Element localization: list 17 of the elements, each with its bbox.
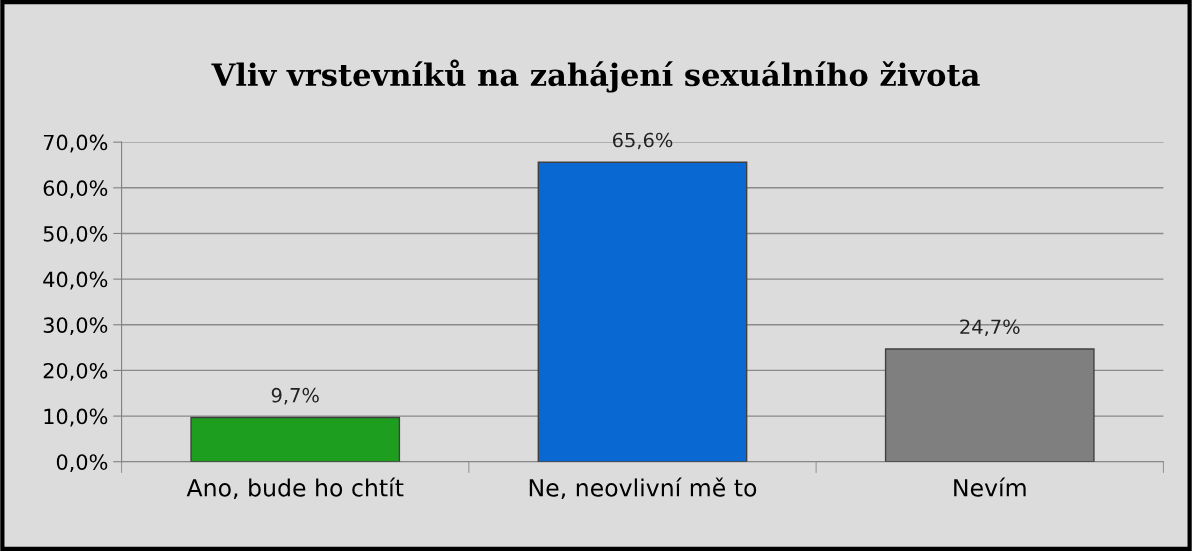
x-tick-label: Ne, neovlivní mě to: [529, 477, 757, 500]
y-tick-label: 0,0%: [56, 454, 108, 473]
y-tick-label: 40,0%: [43, 271, 108, 290]
y-tick-label: 30,0%: [43, 317, 108, 336]
y-tick-label: 60,0%: [43, 180, 108, 199]
data-label: 9,7%: [271, 387, 319, 405]
data-label: 24,7%: [960, 319, 1020, 337]
y-tick-label: 70,0%: [43, 134, 108, 153]
bar: [190, 416, 401, 462]
bar: [537, 161, 748, 462]
y-tick-label: 20,0%: [43, 362, 108, 381]
y-tick-label: 10,0%: [44, 408, 108, 427]
data-label: 65,6%: [612, 132, 673, 150]
y-tick-label: 50,0%: [43, 225, 108, 244]
chart-title: Vliv vrstevníků na zahájení sexuálního života: [211, 59, 980, 93]
x-tick-label: Ano, bude ho chtít: [186, 477, 404, 500]
x-tick-label: Nevím: [954, 477, 1026, 497]
